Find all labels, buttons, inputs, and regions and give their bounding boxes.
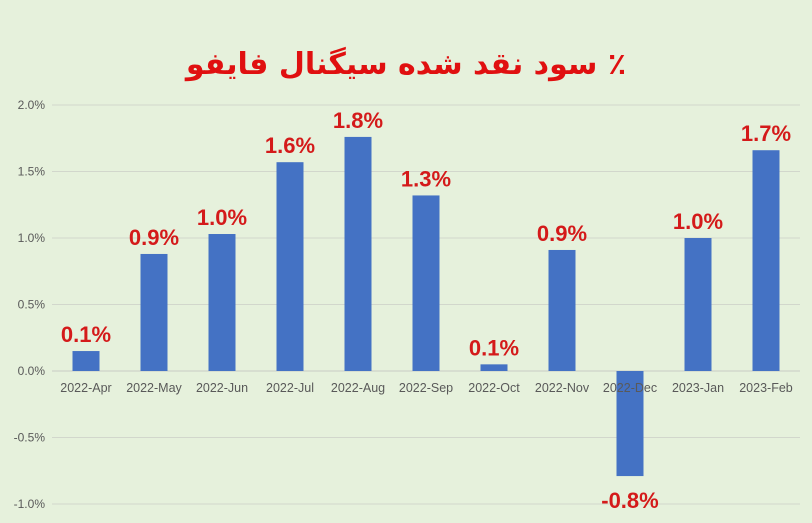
bar (208, 234, 236, 371)
data-label: -0.8% (601, 488, 658, 513)
data-label: 1.0% (673, 209, 723, 234)
x-category-label: 2022-Jul (266, 381, 314, 395)
x-category-label: 2023-Feb (739, 381, 793, 395)
x-category-label: 2022-Sep (399, 381, 453, 395)
x-category-label: 2022-Dec (603, 381, 657, 395)
bar (548, 249, 576, 371)
chart-title: ٪ سود نقد شده سیگنال فایفو (184, 46, 626, 82)
x-category-label: 2022-May (126, 381, 182, 395)
bar (276, 162, 304, 371)
bar (72, 351, 100, 371)
data-label: 0.1% (469, 335, 519, 360)
y-tick-label: 1.0% (18, 231, 46, 245)
bar (344, 136, 372, 371)
y-axis-tick-labels: 2.0% 1.5% 1.0% 0.5% 0.0% -0.5% -1.0% (14, 98, 46, 511)
data-labels: 0.1% 0.9% 1.0% 1.6% 1.8% 1.3% 0.1% 0.9% -0.8% 1.0… (61, 108, 791, 513)
data-label: 0.1% (61, 322, 111, 347)
y-tick-label: 2.0% (18, 98, 46, 112)
x-category-label: 2022-Apr (60, 381, 111, 395)
x-category-label: 2023-Jan (672, 381, 724, 395)
data-label: 1.0% (197, 205, 247, 230)
data-label: 1.3% (401, 166, 451, 191)
y-tick-label: 0.5% (18, 298, 46, 312)
bar (480, 364, 508, 371)
data-label: 1.8% (333, 108, 383, 133)
y-tick-label: 0.0% (18, 364, 46, 378)
x-category-label: 2022-Jun (196, 381, 248, 395)
x-category-label: 2022-Oct (468, 381, 520, 395)
x-axis-category-labels: 2022-Apr 2022-May 2022-Jun 2022-Jul 2022-Aug… (60, 381, 793, 395)
bar (412, 195, 440, 371)
bar (684, 238, 712, 371)
bar (752, 150, 780, 371)
bar (140, 253, 168, 371)
data-label: 0.9% (129, 225, 179, 250)
bars (72, 136, 780, 477)
data-label: 1.6% (265, 133, 315, 158)
x-category-label: 2022-Nov (535, 381, 590, 395)
data-label: 1.7% (741, 121, 791, 146)
bar (616, 371, 644, 477)
x-category-label: 2022-Aug (331, 381, 385, 395)
data-label: 0.9% (537, 221, 587, 246)
y-tick-label: 1.5% (18, 165, 46, 179)
y-tick-label: -0.5% (14, 431, 46, 445)
y-tick-label: -1.0% (14, 497, 46, 511)
